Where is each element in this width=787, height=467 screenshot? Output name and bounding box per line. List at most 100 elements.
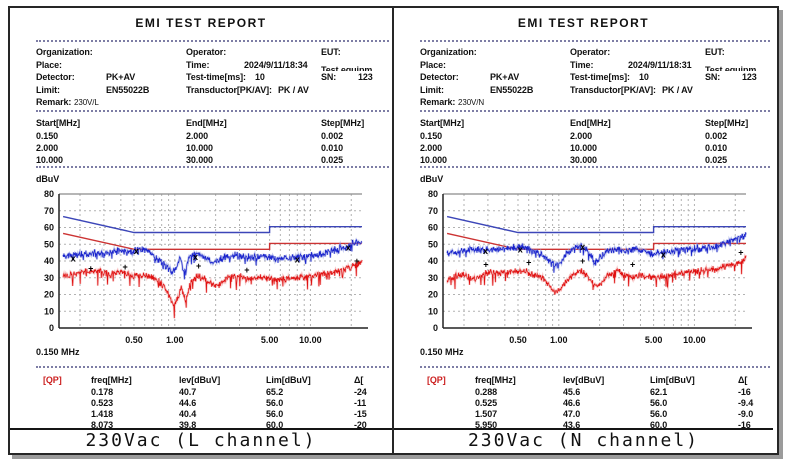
plot-area: 0 10 20 30 40 50 60 70 80 0.50 1.00 5.00 10.00 0.150 … — [420, 189, 752, 357]
x-tick-label: 5.00 — [261, 335, 279, 345]
range-header-start: Start[MHz] — [420, 118, 464, 128]
table-cell: 10.000 — [570, 143, 597, 153]
qp-detector-tag: [QP] — [427, 375, 446, 385]
table-cell: 0.150 — [420, 131, 443, 141]
sn-value: 123 — [358, 72, 373, 82]
measurement-marker: + — [483, 259, 488, 269]
table-cell: 0.525 — [475, 398, 498, 408]
table-cell: 56.0 — [266, 398, 284, 408]
separator — [36, 40, 389, 42]
y-tick-label: 30 — [44, 273, 54, 283]
emi-report-panel-right: EMI TEST REPORT Organization: Operator: … — [394, 8, 773, 453]
testtime-value: 10 — [255, 72, 265, 82]
table-cell: 5.950 — [475, 420, 498, 430]
sn-label: SN: — [321, 72, 337, 82]
measurement-marker: + — [354, 256, 359, 266]
x-tick-label: 1.00 — [550, 335, 568, 345]
table-cell: 0.025 — [321, 155, 344, 165]
table-cell: 46.6 — [563, 398, 581, 408]
table-cell: 0.010 — [705, 143, 728, 153]
x-axis-start-label: 0.150 MHz — [420, 347, 464, 357]
qp-header-freq: freq[MHz] — [475, 375, 516, 385]
table-cell: 0.025 — [705, 155, 728, 165]
transductor-value: PK / AV — [662, 85, 693, 95]
detector-label: Detector: — [420, 72, 459, 82]
pk-trace — [62, 238, 363, 280]
eut-label: EUT: — [705, 47, 725, 57]
table-cell: -20 — [354, 420, 367, 430]
x-axis-start-label: 0.150 MHz — [36, 347, 80, 357]
table-cell: 30.000 — [186, 155, 213, 165]
y-tick-label: 80 — [428, 189, 438, 199]
y-tick-label: 40 — [428, 256, 438, 266]
table-cell: 2.000 — [570, 131, 593, 141]
table-cell: 10.000 — [420, 155, 447, 165]
panel-divider — [392, 8, 394, 453]
measurement-marker: x — [193, 252, 198, 262]
table-cell: 0.010 — [321, 143, 344, 153]
table-cell: 1.418 — [91, 409, 114, 419]
table-cell: 56.0 — [266, 409, 284, 419]
remark-label: Remark: — [420, 97, 456, 107]
remark-label: Remark: — [36, 97, 72, 107]
detector-label: Detector: — [36, 72, 75, 82]
panel-caption: 230Vac (L channel) — [10, 428, 392, 453]
detector-value: PK+AV — [490, 72, 520, 82]
table-cell: 65.2 — [266, 387, 284, 397]
measurement-marker: + — [738, 248, 743, 258]
measurement-marker: + — [88, 264, 93, 274]
table-cell: 8.073 — [91, 420, 114, 430]
y-tick-label: 20 — [44, 290, 54, 300]
separator — [420, 40, 770, 42]
table-cell: 2.000 — [420, 143, 443, 153]
table-cell: 0.002 — [321, 131, 344, 141]
y-tick-label: 10 — [428, 306, 438, 316]
table-cell: 47.0 — [563, 409, 581, 419]
equip-text: Test equipm — [705, 65, 757, 71]
equip-clip: Test equipm — [705, 60, 773, 71]
testtime-label: Test-time[ms]: — [186, 72, 246, 82]
trace-halo — [62, 259, 364, 319]
table-cell: -16 — [738, 387, 751, 397]
measurement-marker: x — [71, 253, 76, 263]
trace-halo — [446, 232, 748, 273]
operator-label: Operator: — [570, 47, 611, 57]
place-label: Place: — [420, 60, 446, 70]
y-tick-label: 80 — [44, 189, 54, 199]
transductor-label: Transductor[PK/AV]: — [570, 85, 656, 95]
y-axis-unit-label: dBuV — [420, 174, 444, 184]
measurement-marker: + — [196, 261, 201, 271]
sn-value: 123 — [742, 72, 757, 82]
table-cell: 43.6 — [563, 420, 581, 430]
measurement-marker: x — [661, 249, 666, 259]
equip-text: Test equipm — [321, 65, 373, 71]
table-cell: 0.288 — [475, 387, 498, 397]
table-cell: -16 — [738, 420, 751, 430]
limit-label: Limit: — [36, 85, 60, 95]
table-cell: 2.000 — [36, 143, 59, 153]
report-frame: EMI TEST REPORT Organization: Operator: … — [8, 6, 779, 455]
plot-area: 0 10 20 30 40 50 60 70 80 0.50 1.00 5.00 10.00 0.150 … — [36, 189, 368, 357]
pk-trace — [446, 232, 747, 273]
x-tick-label: 0.50 — [509, 335, 527, 345]
time-label: Time: — [186, 60, 210, 70]
detector-value: PK+AV — [106, 72, 136, 82]
table-cell: 0.002 — [705, 131, 728, 141]
x-tick-label: 10.00 — [683, 335, 706, 345]
table-cell: 39.8 — [179, 420, 197, 430]
y-tick-label: 0 — [433, 323, 438, 333]
table-cell: 62.1 — [650, 387, 668, 397]
qp-header-lev: lev[dBuV] — [179, 375, 221, 385]
measurement-marker: x — [295, 254, 300, 264]
measurement-marker: + — [580, 256, 585, 266]
time-value: 2024/9/11/18:34 — [244, 60, 308, 70]
table-cell: 40.7 — [179, 387, 197, 397]
grid-lines — [59, 194, 362, 328]
table-cell: 40.4 — [179, 409, 197, 419]
qp-header-lim: Lim[dBuV] — [266, 375, 311, 385]
table-cell: -24 — [354, 387, 367, 397]
separator — [420, 166, 770, 168]
measurement-marker: + — [122, 262, 127, 272]
panel-caption: 230Vac (N channel) — [394, 428, 773, 453]
qp-header-delta: Δ[ — [354, 375, 364, 385]
